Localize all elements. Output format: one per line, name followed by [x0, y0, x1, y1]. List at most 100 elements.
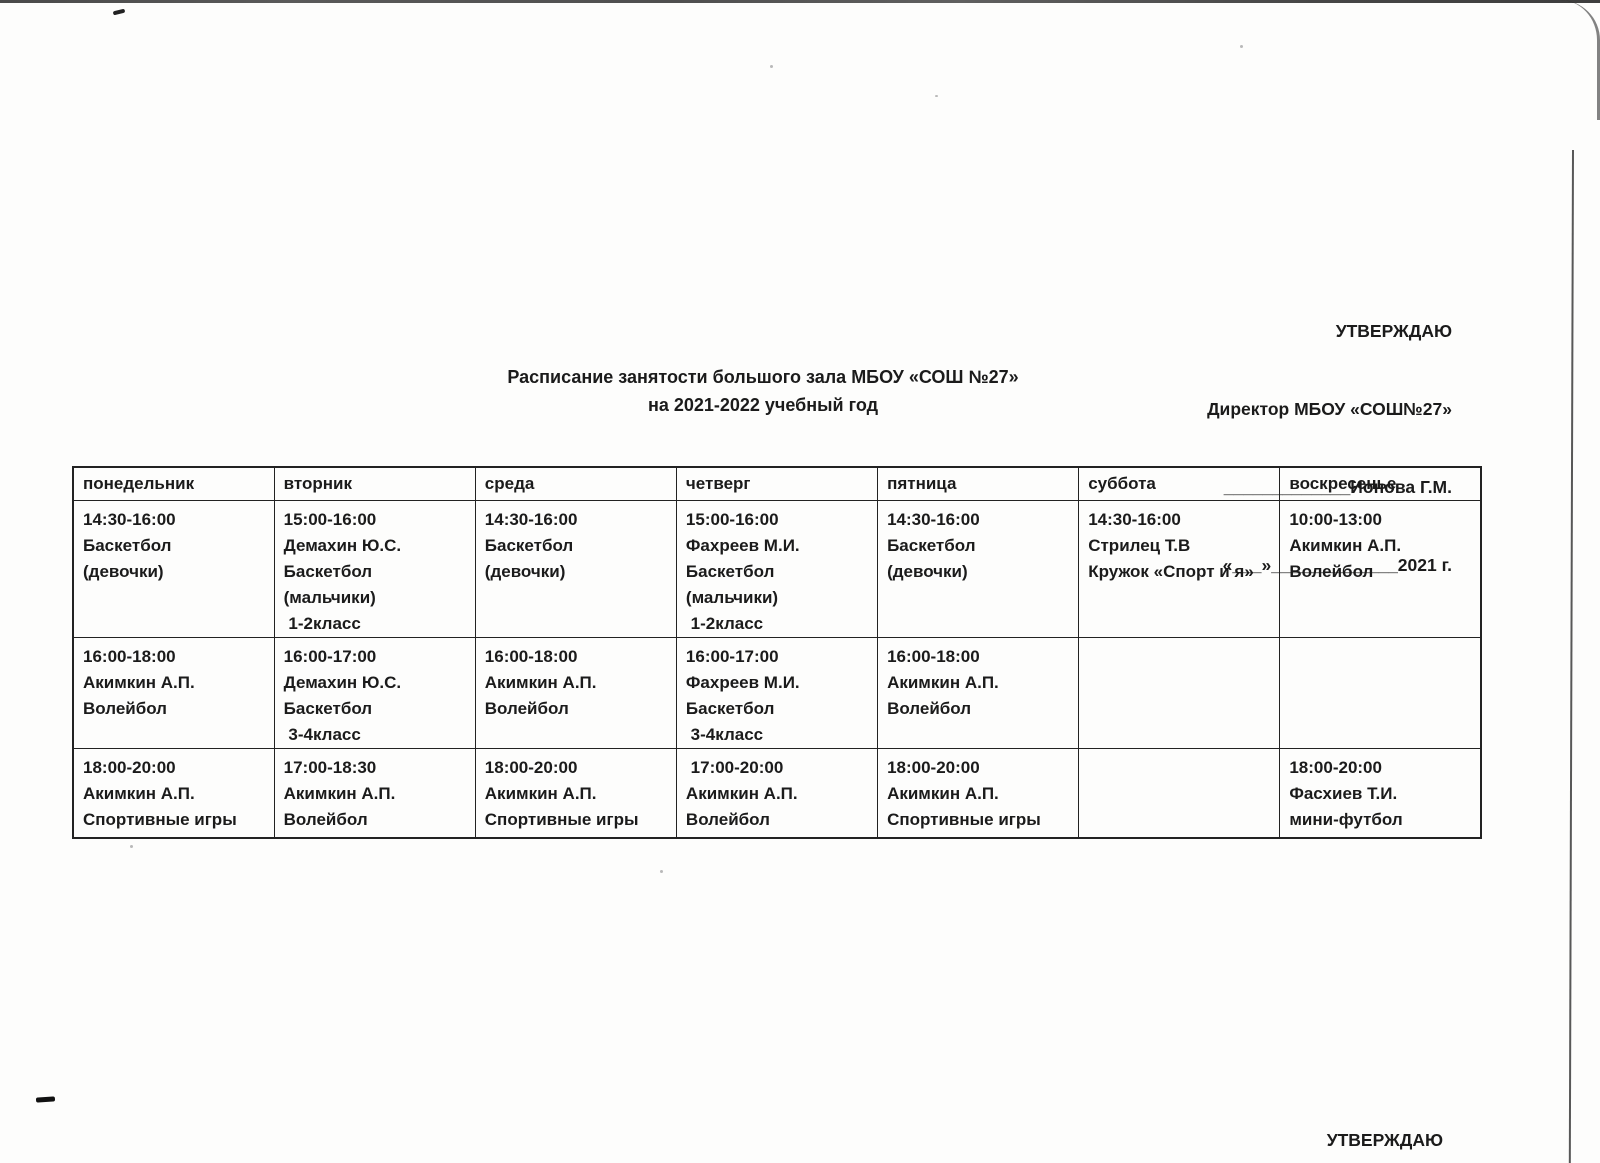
table-row: 16:00-18:00 Акимкин А.П. Волейбол 16:00-17:… — [72, 637, 1482, 749]
cell-line: Акимкин А.П. — [83, 784, 195, 803]
schedule-cell: 16:00-18:00 Акимкин А.П. Волейбол — [474, 637, 677, 749]
cell-line: Акимкин А.П. — [887, 784, 999, 803]
day-header: пятница — [877, 466, 1080, 501]
cell-line: Акимкин А.П. — [484, 784, 597, 803]
cell-line: Акимкин А.П. — [685, 784, 798, 803]
day-header: суббота — [1078, 466, 1281, 501]
cell-line: Акимкин А.П. — [83, 673, 195, 692]
day-header: четверг — [675, 466, 879, 501]
cell-line: 17:00-18:30 — [283, 758, 377, 777]
schedule-cell: 14:30-16:00 Баскетбол (девочки) — [877, 500, 1080, 638]
cell-line: 16:00-17:00 — [685, 647, 779, 666]
cell-line: Фахреев М.И. — [685, 536, 800, 555]
cell-line: (девочки) — [83, 562, 164, 581]
cell-line: 14:30-16:00 — [1088, 510, 1181, 529]
table-header-row: понедельник вторник среда четверг пятница суб… — [72, 466, 1482, 501]
day-header: понедельник — [72, 466, 275, 501]
cell-line: Акимкин А.П. — [283, 784, 396, 803]
cell-line: 14:30-16:00 — [887, 510, 980, 529]
cell-line: Волейбол — [283, 810, 368, 829]
cell-line: Акимкин А.П. — [1289, 536, 1402, 555]
cell-line: Волейбол — [83, 699, 167, 718]
cell-line: Демахин Ю.С. — [283, 673, 402, 692]
table-row: 18:00-20:00 Акимкин А.П. Спортивные игры 17… — [72, 748, 1482, 839]
cell-line: 1-2класс — [685, 614, 764, 633]
cell-line: Фахреев М.И. — [685, 673, 800, 692]
document-title-line-2: на 2021-2022 учебный год — [647, 395, 879, 415]
cell-line: Фасхиев Т.И. — [1289, 784, 1398, 803]
approval-top-line-2: Директор МБОУ «СОШ№27» — [1207, 399, 1452, 419]
schedule-cell: 16:00-18:00 Акимкин А.П. Волейбол — [877, 637, 1080, 749]
scan-speck — [935, 95, 938, 97]
schedule-cell — [1078, 748, 1281, 839]
cell-line: 18:00-20:00 — [887, 758, 980, 777]
cell-line: Демахин Ю.С. — [283, 536, 402, 555]
cell-line: Спортивные игры — [484, 810, 639, 829]
approval-top-line-1: УТВЕРЖДАЮ — [1335, 321, 1452, 341]
cell-line: Баскетбол — [283, 562, 373, 581]
schedule-cell: 18:00-20:00 Акимкин А.П. Спортивные игры — [72, 748, 275, 839]
document-title-line-1: Расписание занятости большого зала МБОУ … — [507, 367, 1019, 387]
cell-line: Баскетбол — [83, 536, 172, 555]
cell-line: 14:30-16:00 — [484, 510, 578, 529]
cell-line: 18:00-20:00 — [1289, 758, 1382, 777]
cell-line: Баскетбол — [484, 536, 574, 555]
cell-line: Баскетбол — [685, 562, 775, 581]
document-title: Расписание занятости большого зала МБОУ … — [0, 363, 1526, 419]
cell-line: (девочки) — [887, 562, 968, 581]
schedule-cell: 17:00-18:30 Акимкин А.П. Волейбол — [273, 748, 476, 839]
scan-artifact-top-edge — [0, 0, 1600, 3]
schedule-cell: 10:00-13:00 Акимкин А.П. Волейбол — [1279, 500, 1482, 638]
schedule-cell: 15:00-16:00 Фахреев М.И. Баскетбол (мальчик… — [675, 500, 879, 638]
schedule-cell: 18:00-20:00 Акимкин А.П. Спортивные игры — [877, 748, 1080, 839]
cell-line: 3-4класс — [283, 725, 361, 744]
schedule-cell: 16:00-18:00 Акимкин А.П. Волейбол — [72, 637, 275, 749]
cell-line: Акимкин А.П. — [484, 673, 597, 692]
cell-line: 15:00-16:00 — [283, 510, 377, 529]
cell-line: 18:00-20:00 — [83, 758, 176, 777]
cell-line: Акимкин А.П. — [887, 673, 999, 692]
schedule-cell: 14:30-16:00 Стрилец Т.В Кружок «Спорт и я» — [1078, 500, 1281, 638]
day-header: воскресенье — [1279, 466, 1482, 501]
day-header: среда — [474, 466, 677, 501]
cell-line: Волейбол — [887, 699, 972, 718]
cell-line: (мальчики) — [283, 588, 376, 607]
approval-block-bottom: УТВЕРЖДАЮ Директор МБОУ «СОШ№27» — [1198, 1070, 1443, 1163]
cell-line: Стрилец Т.В — [1088, 536, 1191, 555]
scan-artifact-tick-mark — [112, 8, 126, 16]
cell-line: Волейбол — [484, 699, 569, 718]
cell-line: Волейбол — [685, 810, 770, 829]
approval-bottom-line-1: УТВЕРЖДАЮ — [1326, 1130, 1443, 1150]
schedule-cell: 15:00-16:00 Демахин Ю.С. Баскетбол (мальчик… — [273, 500, 476, 638]
scan-speck — [1240, 45, 1243, 48]
scan-artifact-right-page-edge — [1568, 149, 1574, 1163]
schedule-table: понедельник вторник среда четверг пятница суб… — [72, 466, 1482, 839]
day-header: вторник — [273, 466, 476, 501]
schedule-cell: 14:30-16:00 Баскетбол (девочки) — [72, 500, 275, 638]
scan-speck — [770, 65, 773, 68]
schedule-cell — [1279, 637, 1482, 749]
cell-line: Спортивные игры — [887, 810, 1041, 829]
cell-line: мини-футбол — [1289, 810, 1403, 829]
scan-artifact-corner-curve — [1551, 0, 1600, 120]
schedule-cell: 16:00-17:00 Фахреев М.И. Баскетбол 3-4клас… — [675, 637, 879, 749]
cell-line: 10:00-13:00 — [1289, 510, 1382, 529]
schedule-cell: 16:00-17:00 Демахин Ю.С. Баскетбол 3-4клас… — [273, 637, 476, 749]
schedule-cell: 18:00-20:00 Акимкин А.П. Спортивные игры — [474, 748, 677, 839]
cell-line: 3-4класс — [685, 725, 764, 744]
scan-speck — [130, 845, 133, 848]
schedule-cell: 18:00-20:00 Фасхиев Т.И. мини-футбол — [1279, 748, 1482, 839]
cell-line: 16:00-17:00 — [283, 647, 377, 666]
cell-line: Баскетбол — [887, 536, 976, 555]
schedule-cell — [1078, 637, 1281, 749]
cell-line: Кружок «Спорт и я» — [1088, 562, 1254, 581]
schedule-cell: 14:30-16:00 Баскетбол (девочки) — [474, 500, 677, 638]
scan-artifact-dash-mark — [35, 1096, 56, 1103]
cell-line: (мальчики) — [685, 588, 779, 607]
table-row: 14:30-16:00 Баскетбол (девочки) 15:00-16:00… — [72, 500, 1482, 638]
cell-line: 17:00-20:00 — [685, 758, 784, 777]
cell-line: 16:00-18:00 — [83, 647, 176, 666]
cell-line: Баскетбол — [685, 699, 775, 718]
cell-line: 16:00-18:00 — [484, 647, 578, 666]
